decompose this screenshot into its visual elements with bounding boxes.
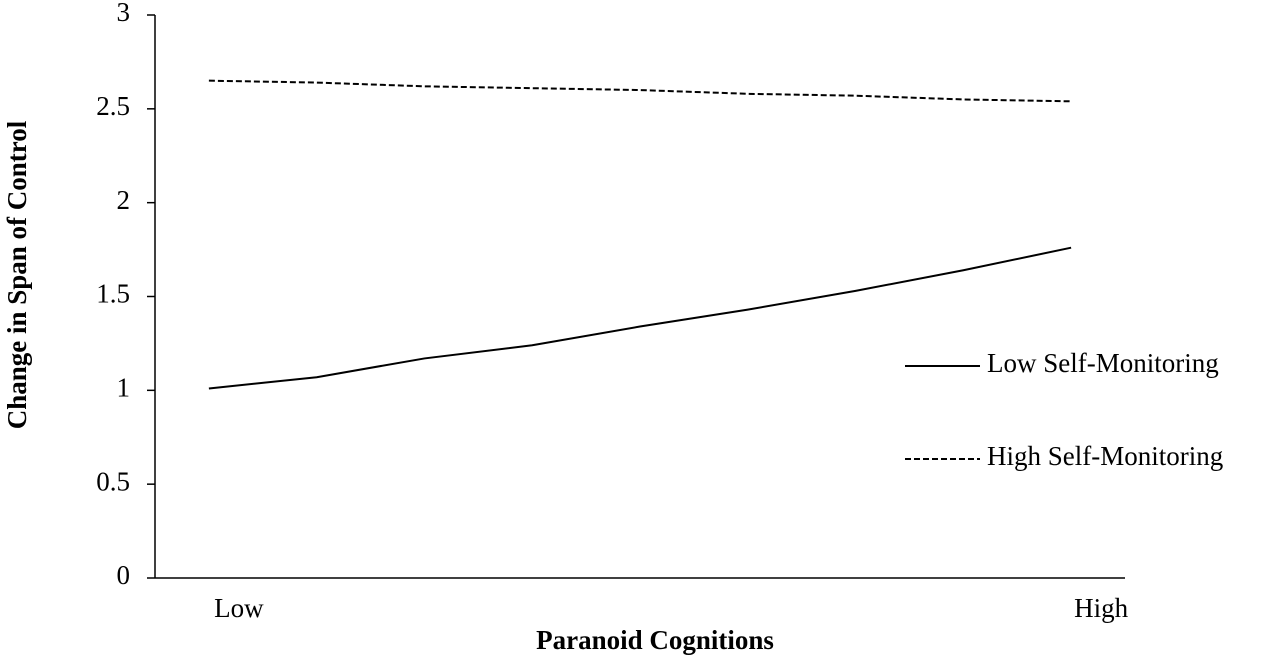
legend-label: High Self-Monitoring <box>987 441 1223 471</box>
y-tick-label: 2.5 <box>96 91 130 121</box>
y-tick-label: 2 <box>117 185 131 215</box>
y-tick-label: 1.5 <box>96 279 130 309</box>
x-axis-label: Paranoid Cognitions <box>536 625 774 655</box>
y-tick-label: 0 <box>117 560 131 590</box>
x-tick-label: High <box>1074 593 1129 623</box>
y-tick-label: 3 <box>117 0 131 27</box>
legend-label: Low Self-Monitoring <box>987 348 1219 378</box>
y-tick-label: 1 <box>117 373 131 403</box>
series-line <box>208 246 1072 390</box>
series-line <box>208 79 1072 103</box>
y-tick-label: 0.5 <box>96 466 130 496</box>
x-tick-label: Low <box>214 593 264 623</box>
y-axis-label: Change in Span of Control <box>2 120 32 429</box>
